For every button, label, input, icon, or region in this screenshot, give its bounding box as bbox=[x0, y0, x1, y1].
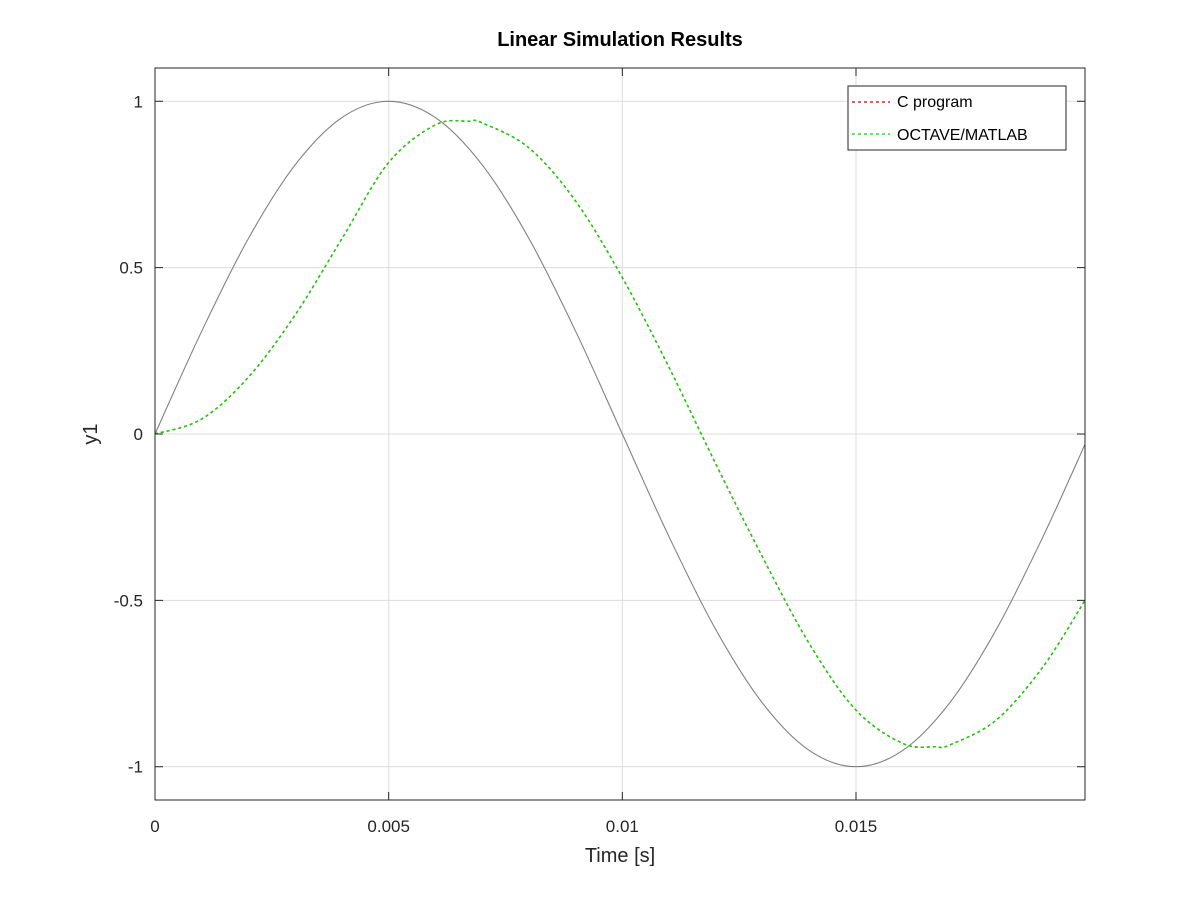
y-tick-label: 1 bbox=[134, 92, 143, 111]
input-signal-line bbox=[154, 100, 1086, 768]
legend-box bbox=[847, 85, 1067, 151]
y-tick-label: -0.5 bbox=[114, 591, 143, 610]
x-tick-label: 0.015 bbox=[835, 817, 878, 836]
x-axis-label: Time [s] bbox=[585, 845, 655, 867]
legend: C program OCTAVE/MATLAB bbox=[847, 85, 1067, 151]
x-tick-label: 0.01 bbox=[606, 817, 639, 836]
y-tick-label: -1 bbox=[128, 758, 143, 777]
series-line-octave-matlab bbox=[154, 119, 1086, 749]
chart-title: Linear Simulation Results bbox=[497, 29, 743, 51]
y-tick-label: 0 bbox=[134, 425, 143, 444]
legend-label-octave-matlab: OCTAVE/MATLAB bbox=[897, 127, 1028, 144]
series-group bbox=[154, 100, 1086, 768]
y-axis-label: y1 bbox=[80, 423, 102, 444]
x-tick-label: 0 bbox=[150, 817, 159, 836]
legend-label-c-program: C program bbox=[897, 94, 973, 111]
y-tick-label: 0.5 bbox=[119, 259, 143, 278]
axis-ticks: 0 0.005 0.01 0.015 1 0.5 0 -0.5 -1 bbox=[114, 68, 1085, 836]
x-tick-label: 0.005 bbox=[367, 817, 410, 836]
